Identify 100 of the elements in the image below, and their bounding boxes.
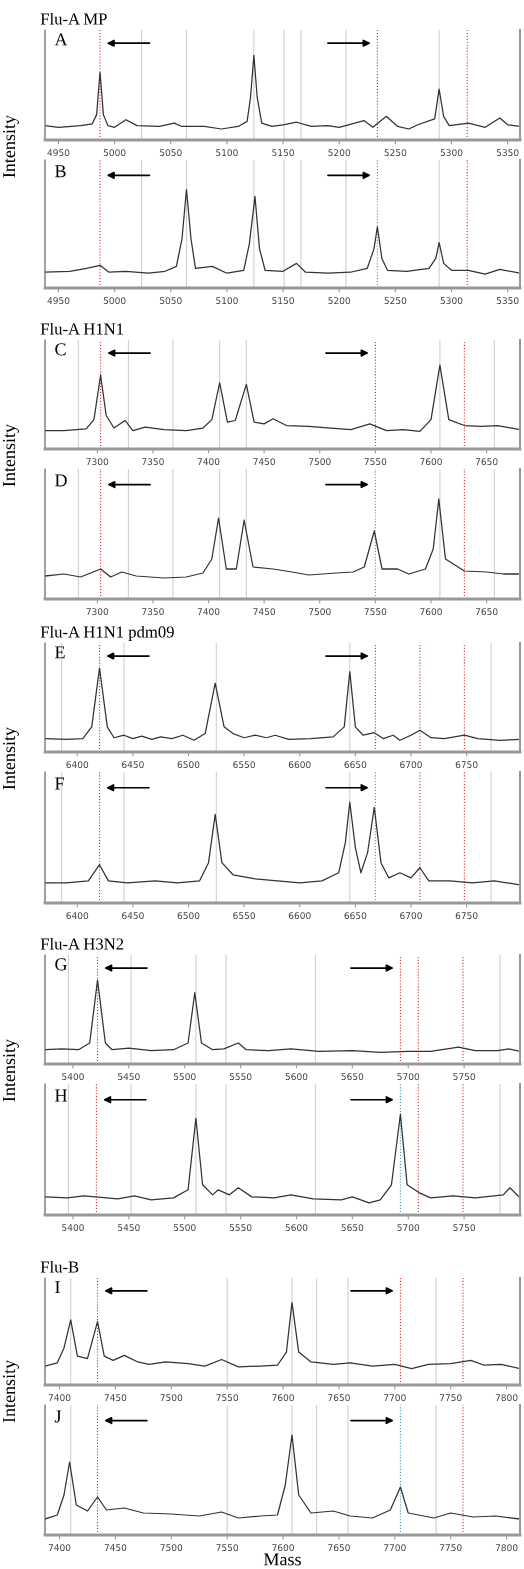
chart-title: Flu-A H3N2 — [40, 937, 124, 950]
text: F — [55, 777, 64, 790]
x-tick-label: 7600 — [420, 458, 442, 466]
text: D — [55, 474, 67, 487]
x-tick-label: 5200 — [328, 297, 351, 305]
x-tick-label: 5400 — [62, 1073, 84, 1081]
x-tick-label: 5450 — [118, 1073, 140, 1081]
text: H — [55, 1089, 68, 1102]
x-tick-label: 5050 — [159, 297, 182, 305]
x-tick-label: 7450 — [104, 1394, 127, 1402]
x-tick-label: 5550 — [229, 1224, 252, 1232]
x-tick-label: 6600 — [288, 761, 311, 769]
x-tick-label: 6650 — [344, 761, 367, 769]
x-tick-label: 7300 — [86, 608, 109, 616]
x-tick-label: 5750 — [453, 1073, 476, 1081]
x-tick-label: 6550 — [233, 761, 256, 769]
x-tick-label: 6400 — [66, 912, 89, 920]
x-tick-label: 5750 — [453, 1224, 476, 1232]
y-axis-title: Intensity — [3, 1359, 19, 1423]
x-tick-label: 5600 — [285, 1224, 308, 1232]
x-tick-label: 7500 — [160, 1544, 183, 1552]
x-tick-label: 7800 — [495, 1544, 518, 1552]
x-tick-label: 6550 — [233, 912, 256, 920]
x-tick-label: 5650 — [341, 1224, 364, 1232]
x-tick-label: 5450 — [118, 1224, 140, 1232]
x-tick-label: 5650 — [341, 1073, 364, 1081]
x-tick-label: 7300 — [86, 458, 109, 466]
x-tick-label: 5000 — [103, 149, 126, 157]
text: E — [55, 646, 65, 659]
chart-title: Flu-A H1N1 pdm09 — [40, 625, 174, 641]
x-axis-title: Mass — [263, 1553, 301, 1566]
x-tick-label: 6400 — [66, 761, 89, 769]
x-tick-label: 5350 — [496, 297, 519, 305]
x-tick-label: 7350 — [142, 458, 164, 466]
x-tick-label: 7350 — [142, 608, 164, 616]
y-axis-title: Intensity — [3, 1039, 19, 1102]
x-tick-label: 7750 — [439, 1544, 462, 1552]
x-tick-label: 7550 — [364, 458, 387, 466]
x-tick-label: 7400 — [48, 1544, 71, 1552]
y-axis-title: Intensity — [3, 424, 19, 487]
x-tick-label: 7650 — [475, 608, 498, 616]
x-tick-label: 5500 — [173, 1224, 196, 1232]
x-tick-label: 4950 — [47, 149, 70, 157]
x-tick-label: 5150 — [272, 297, 294, 305]
chart-title: Flu-B — [40, 1260, 79, 1273]
x-tick-label: 7600 — [272, 1394, 294, 1402]
text: G — [55, 958, 67, 971]
x-tick-label: 5300 — [440, 149, 463, 157]
x-tick-label: 6450 — [122, 761, 144, 769]
x-tick-label: 5550 — [229, 1073, 252, 1081]
x-tick-label: 7400 — [48, 1394, 71, 1402]
text: A — [54, 33, 68, 46]
y-axis-title: Intensity — [3, 115, 19, 178]
x-tick-label: 7400 — [197, 458, 220, 466]
x-tick-label: 7650 — [328, 1394, 350, 1402]
x-tick-label: 5100 — [216, 297, 238, 305]
x-tick-label: 6700 — [400, 912, 422, 920]
x-tick-label: 7450 — [253, 458, 276, 466]
x-tick-label: 7650 — [328, 1544, 350, 1552]
x-tick-label: 5350 — [496, 149, 519, 157]
text: J — [54, 1410, 62, 1423]
x-tick-label: 7700 — [384, 1394, 406, 1402]
x-tick-label: 5200 — [328, 149, 351, 157]
x-tick-label: 5300 — [440, 297, 463, 305]
text: C — [55, 343, 66, 356]
x-tick-label: 6500 — [177, 912, 200, 920]
x-tick-label: 5050 — [159, 149, 182, 157]
chart-title: Flu-A MP — [40, 12, 107, 25]
x-tick-label: 6650 — [344, 912, 367, 920]
x-tick-label: 7400 — [197, 608, 220, 616]
x-tick-label: 5000 — [103, 297, 126, 305]
x-tick-label: 7550 — [364, 608, 387, 616]
x-tick-label: 5150 — [272, 149, 294, 157]
x-tick-label: 7600 — [272, 1544, 294, 1552]
x-tick-label: 7600 — [420, 608, 442, 616]
x-tick-label: 7450 — [104, 1544, 127, 1552]
x-tick-label: 6750 — [455, 761, 478, 769]
x-tick-label: 5250 — [384, 297, 407, 305]
x-tick-label: 7650 — [475, 458, 498, 466]
x-tick-label: 5700 — [397, 1073, 420, 1081]
x-tick-label: 5700 — [397, 1224, 420, 1232]
y-axis-title: Intensity — [3, 727, 19, 790]
x-tick-label: 4950 — [47, 297, 70, 305]
x-tick-label: 7500 — [309, 608, 331, 616]
x-tick-label: 7550 — [216, 1544, 239, 1552]
x-tick-label: 7750 — [439, 1394, 462, 1402]
x-tick-label: 5400 — [62, 1224, 84, 1232]
x-tick-label: 6750 — [455, 912, 478, 920]
x-tick-label: 5500 — [173, 1073, 196, 1081]
x-tick-label: 5600 — [285, 1073, 308, 1081]
x-tick-label: 6450 — [122, 912, 144, 920]
x-tick-label: 5250 — [384, 149, 407, 157]
x-tick-label: 6500 — [177, 761, 200, 769]
x-tick-label: 6600 — [288, 912, 311, 920]
text: I — [55, 1281, 60, 1294]
x-tick-label: 7500 — [160, 1394, 183, 1402]
x-tick-label: 7700 — [384, 1544, 406, 1552]
x-tick-label: 7500 — [309, 458, 331, 466]
x-tick-label: 6700 — [400, 761, 422, 769]
chart-title: Flu-A H1N1 — [40, 322, 124, 335]
